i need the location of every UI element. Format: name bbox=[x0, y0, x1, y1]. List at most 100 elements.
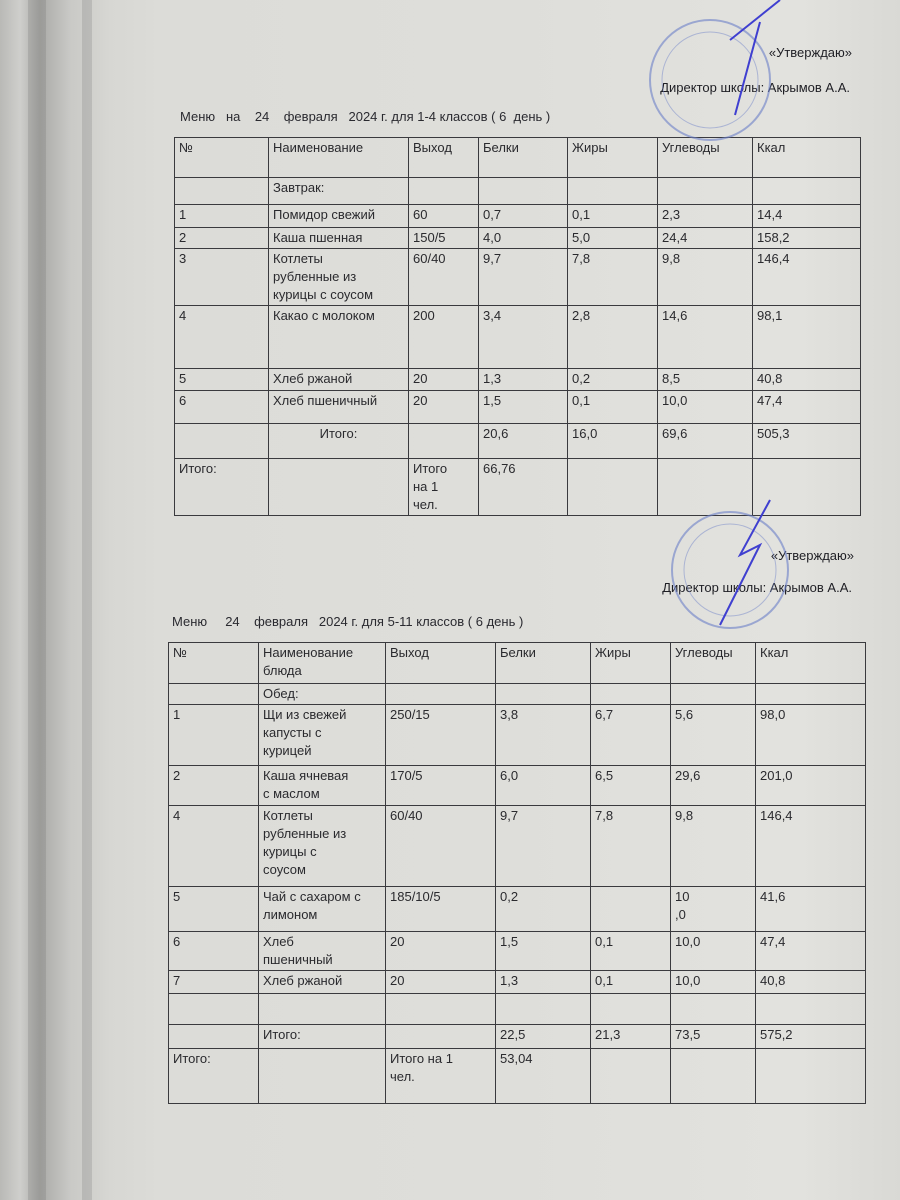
table-cell: 98,1 bbox=[752, 305, 861, 369]
table-cell bbox=[168, 683, 259, 705]
table-cell: 5 bbox=[168, 886, 259, 932]
scan-streak bbox=[82, 0, 92, 1200]
director-line-1: Директор школы: Акрымов А.А. bbox=[660, 80, 850, 95]
table-cell: 1,5 bbox=[478, 390, 568, 424]
table-cell: Хлеб ржаной bbox=[258, 970, 386, 994]
table-cell: 2 bbox=[174, 227, 269, 249]
column-header: Выход bbox=[385, 642, 496, 684]
column-header: № bbox=[174, 137, 269, 178]
table-cell bbox=[478, 177, 568, 205]
table-cell: 9,7 bbox=[478, 248, 568, 306]
table-cell bbox=[385, 683, 496, 705]
table-row: Итого: 22,5 21,3 73,5 575,2 bbox=[168, 1024, 866, 1049]
table-cell: Итого на 1 чел. bbox=[385, 1048, 496, 1104]
table-cell: Хлеб ржаной bbox=[268, 368, 409, 391]
table-cell bbox=[258, 1048, 386, 1104]
approval-label-2: «Утверждаю» bbox=[770, 548, 854, 563]
table-cell: 1,5 bbox=[495, 931, 591, 971]
school-stamp-2 bbox=[671, 499, 789, 629]
table-cell bbox=[657, 458, 753, 516]
table-row: 7 Хлеб ржаной 20 1,3 0,1 10,0 40,8 bbox=[168, 970, 866, 994]
table-cell: 14,4 bbox=[752, 204, 861, 228]
table-cell bbox=[408, 177, 479, 205]
table-cell bbox=[168, 993, 259, 1025]
table-cell: 3,4 bbox=[478, 305, 568, 369]
table-cell: 5,6 bbox=[670, 704, 756, 766]
director-line-2: Директор школы: Акрымов А.А. bbox=[662, 580, 852, 595]
table-cell bbox=[258, 993, 386, 1025]
table-cell: 60/40 bbox=[408, 248, 479, 306]
table-cell: 1 bbox=[174, 204, 269, 228]
column-header: Углеводы bbox=[670, 642, 756, 684]
table-cell: 40,8 bbox=[752, 368, 861, 391]
table-cell: 24,4 bbox=[657, 227, 753, 249]
table-cell: Котлеты рубленные из курицы с соусом bbox=[268, 248, 409, 306]
table-row: 6 Хлеб пшеничный 20 1,5 0,1 10,0 47,4 bbox=[174, 390, 861, 424]
table-cell: 16,0 bbox=[567, 423, 658, 459]
table-cell: Хлеб пшеничный bbox=[268, 390, 409, 424]
table-row: Итого: Итого на 1 чел. 66,76 bbox=[174, 458, 861, 516]
table-cell: 0,1 bbox=[567, 390, 658, 424]
table-row: Итого: 20,6 16,0 69,6 505,3 bbox=[174, 423, 861, 459]
table-row: 1 Щи из свежей капусты с курицей 250/15 3,8… bbox=[168, 704, 866, 766]
table-cell: Каша пшенная bbox=[268, 227, 409, 249]
table-row: 4 Какао с молоком 200 3,4 2,8 14,6 98,1 bbox=[174, 305, 861, 369]
table-cell: Каша ячневая с маслом bbox=[258, 765, 386, 806]
table-cell: 4 bbox=[168, 805, 259, 887]
table-cell: 150/5 bbox=[408, 227, 479, 249]
table-cell bbox=[567, 177, 658, 205]
signature-2 bbox=[719, 499, 771, 626]
table-cell bbox=[670, 683, 756, 705]
table-cell bbox=[590, 993, 671, 1025]
table-header-row: № Наименование Выход Белки Жиры Углеводы Ккал bbox=[174, 137, 861, 178]
table-cell: 14,6 bbox=[657, 305, 753, 369]
column-header: Наименование bbox=[268, 137, 409, 178]
column-header: Жиры bbox=[590, 642, 671, 684]
table-cell bbox=[755, 993, 866, 1025]
table-cell: 6,0 bbox=[495, 765, 591, 806]
table-cell: 5 bbox=[174, 368, 269, 391]
menu-table-1: № Наименование Выход Белки Жиры Углеводы Ккал З… bbox=[174, 137, 861, 516]
table-cell: 10,0 bbox=[670, 931, 756, 971]
table-cell: Щи из свежей капусты с курицей bbox=[258, 704, 386, 766]
table-cell bbox=[670, 993, 756, 1025]
table-cell: 9,8 bbox=[670, 805, 756, 887]
table-row: 2 Каша пшенная 150/5 4,0 5,0 24,4 158,2 bbox=[174, 227, 861, 249]
table-cell: 10,0 bbox=[657, 390, 753, 424]
table-cell: 170/5 bbox=[385, 765, 496, 806]
table-cell: 53,04 bbox=[495, 1048, 591, 1104]
table-cell: 250/15 bbox=[385, 704, 496, 766]
table-cell: 66,76 bbox=[478, 458, 568, 516]
table-cell: 40,8 bbox=[755, 970, 866, 994]
table-cell: 0,2 bbox=[495, 886, 591, 932]
table-cell bbox=[755, 1048, 866, 1104]
column-header: Выход bbox=[408, 137, 479, 178]
table-cell: 6 bbox=[168, 931, 259, 971]
table-cell: 69,6 bbox=[657, 423, 753, 459]
column-header: Белки bbox=[478, 137, 568, 178]
table-row: Обед: bbox=[168, 683, 866, 705]
table-cell bbox=[495, 683, 591, 705]
table-cell: 20 bbox=[408, 390, 479, 424]
table-cell: 41,6 bbox=[755, 886, 866, 932]
table-cell bbox=[670, 1048, 756, 1104]
column-header: Белки bbox=[495, 642, 591, 684]
table-cell bbox=[752, 177, 861, 205]
table-cell: 5,0 bbox=[567, 227, 658, 249]
table-cell: Котлеты рубленные из курицы с соусом bbox=[258, 805, 386, 887]
table-cell: 2,3 bbox=[657, 204, 753, 228]
menu-title-1: Меню на 24 февраля 2024 г. для 1-4 класс… bbox=[180, 109, 551, 124]
table-row: Итого: Итого на 1 чел. 53,04 bbox=[168, 1048, 866, 1104]
table-cell: Помидор свежий bbox=[268, 204, 409, 228]
column-header: Углеводы bbox=[657, 137, 753, 178]
table-cell bbox=[408, 423, 479, 459]
table-cell bbox=[385, 993, 496, 1025]
table-row: 3 Котлеты рубленные из курицы с соусом 60/… bbox=[174, 248, 861, 306]
table-cell: 20 bbox=[385, 970, 496, 994]
table-cell: 6,5 bbox=[590, 765, 671, 806]
table-row bbox=[168, 993, 866, 1025]
table-cell: 20 bbox=[408, 368, 479, 391]
table-cell: 146,4 bbox=[755, 805, 866, 887]
table-cell: 4,0 bbox=[478, 227, 568, 249]
table-cell bbox=[755, 683, 866, 705]
